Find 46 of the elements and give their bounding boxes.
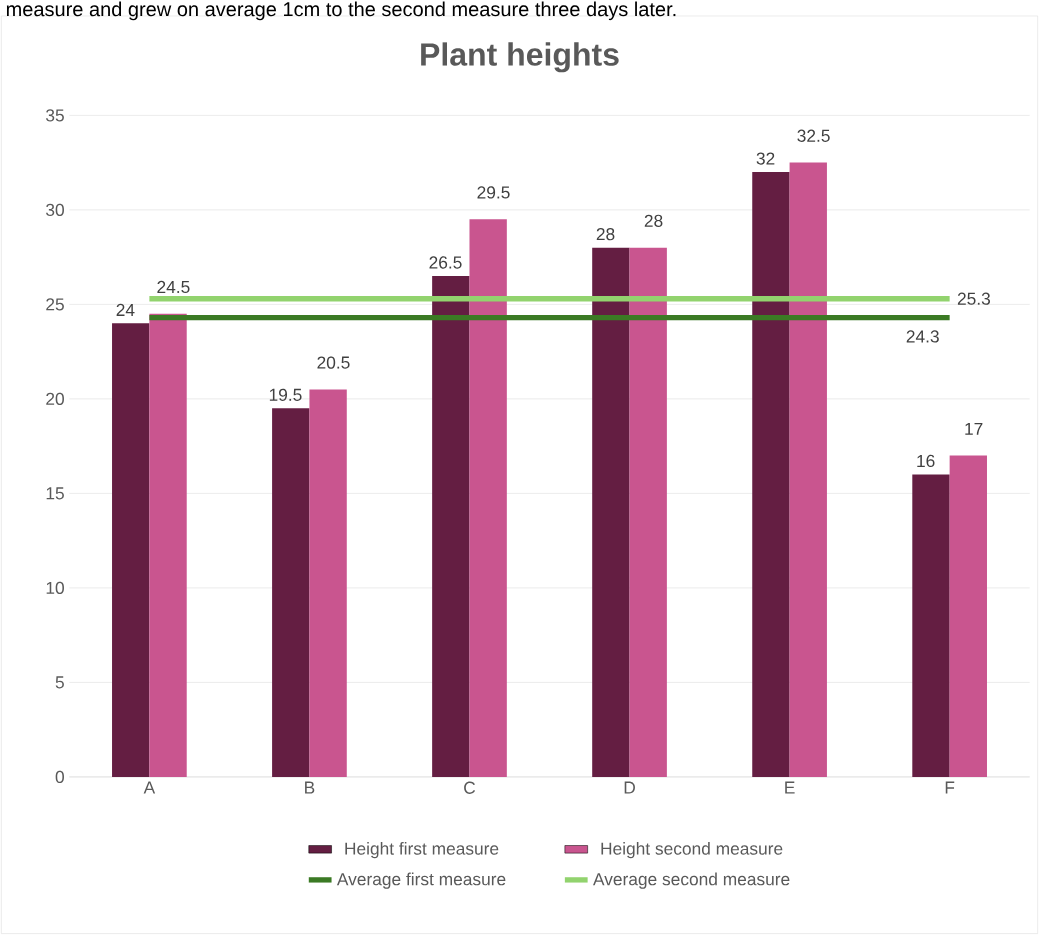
data-label: 24.5 xyxy=(157,280,190,294)
y-tick-label: 30 xyxy=(46,203,64,217)
text: measure and grew on average 1cm to the second measure three days later. xyxy=(6,1,676,21)
bar xyxy=(272,408,310,777)
chart-title: Plant heights xyxy=(421,42,619,73)
data-label: 16 xyxy=(917,454,935,468)
data-label: 17 xyxy=(965,422,983,435)
x-tick-label: A xyxy=(143,781,156,794)
bar xyxy=(469,219,507,777)
legend-label: Height second measure xyxy=(601,842,783,859)
data-label: 32.5 xyxy=(797,129,830,142)
x-tick-label: B xyxy=(305,781,315,794)
bar xyxy=(309,389,347,777)
data-label: 28 xyxy=(644,214,663,227)
bar xyxy=(912,474,950,777)
x-tick-label: D xyxy=(624,781,635,794)
data-label: 19.5 xyxy=(269,388,302,401)
data-label: 25.3 xyxy=(957,292,991,305)
data-label: 24 xyxy=(116,303,135,316)
y-tick-label: 15 xyxy=(46,487,64,500)
bar xyxy=(432,276,470,777)
data-label: 24.3 xyxy=(906,330,939,343)
y-tick-label: 10 xyxy=(46,581,64,595)
data-label: 26.5 xyxy=(429,256,462,269)
y-tick-label: 25 xyxy=(46,298,64,311)
y-tick-label: 5 xyxy=(55,676,64,689)
bar xyxy=(949,455,987,777)
legend-label: Height first measure xyxy=(345,842,499,859)
bar xyxy=(149,313,187,777)
bar xyxy=(629,247,667,777)
data-label: 32 xyxy=(756,152,775,165)
bar xyxy=(112,323,150,777)
legend-label: Average second measure xyxy=(593,872,790,889)
data-label: 20.5 xyxy=(317,356,350,369)
bar xyxy=(752,172,790,777)
bar xyxy=(789,162,827,777)
y-tick-label: 0 xyxy=(55,770,64,784)
y-tick-label: 20 xyxy=(46,392,64,406)
legend-label: Average first measure xyxy=(336,872,506,889)
x-tick-label: C xyxy=(464,781,476,794)
y-tick-label: 35 xyxy=(46,109,64,122)
x-tick-label: E xyxy=(785,781,795,794)
bar xyxy=(592,247,630,777)
data-label: 29.5 xyxy=(477,186,510,199)
x-tick-label: F xyxy=(945,781,955,794)
data-label: 28 xyxy=(596,228,615,241)
